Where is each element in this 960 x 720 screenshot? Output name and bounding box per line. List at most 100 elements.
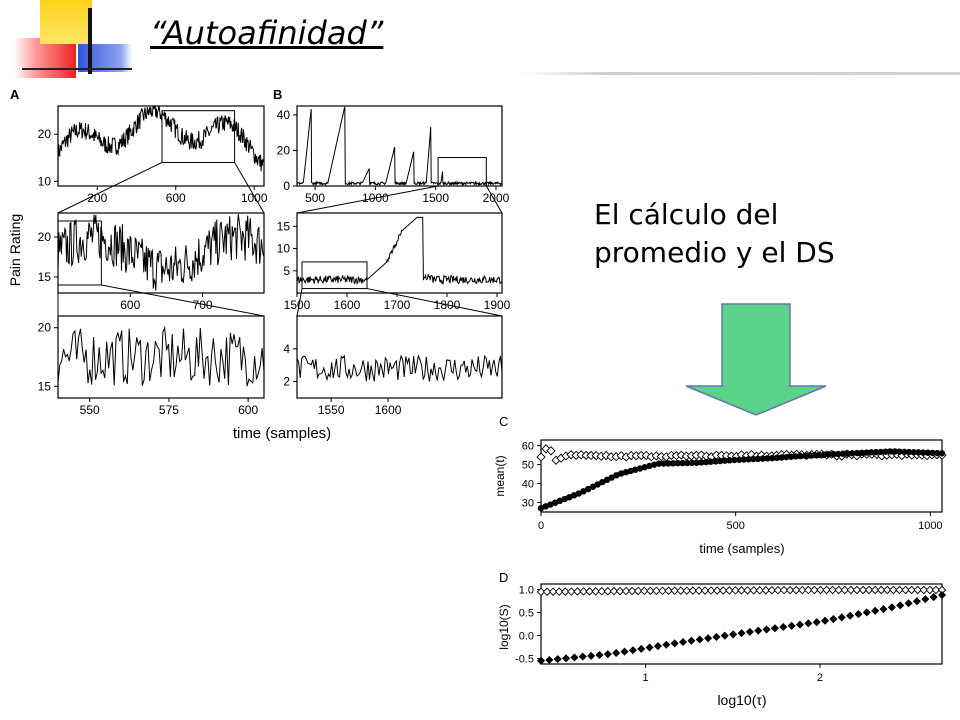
panel-d-open-marker: [706, 586, 716, 595]
panel-d-open-marker: [694, 586, 704, 595]
panel-d-open-marker: [816, 585, 825, 595]
panel-c-filled-marker: [707, 458, 715, 465]
panel-d-open-marker: [725, 586, 734, 595]
panel-d-filled-marker: [787, 621, 796, 630]
panel-a-row3-frame: [57, 315, 265, 399]
panel-b-row2-frame: [296, 212, 503, 294]
panel-c-xtick-label: 500: [726, 520, 744, 532]
panel-d-open-marker: [573, 587, 582, 596]
panel-d-open-marker: [846, 585, 856, 595]
panel-d-open-marker: [925, 585, 935, 595]
panel-d-open-marker: [828, 585, 837, 595]
panel-d-open-marker: [810, 585, 819, 595]
panel-d-ytick-label: 1.0: [519, 585, 534, 597]
panel-b-row3-trace: [296, 353, 503, 382]
panel-label-a: A: [10, 87, 20, 102]
panel-c-filled-marker: [665, 460, 672, 467]
panel-d-filled-marker: [829, 615, 838, 624]
panel-d-frame: [540, 583, 943, 665]
panel-d-xtick-label: 1: [643, 672, 649, 684]
deco-blue-block: [78, 44, 132, 72]
panel-d-open-marker: [870, 585, 880, 595]
panel-d-filled-marker: [720, 631, 729, 640]
panel-d-open-marker: [864, 585, 874, 595]
panel-d-open-marker: [731, 586, 740, 595]
deco-vertical-line: [88, 8, 92, 74]
panel-d-open-marker: [822, 585, 831, 595]
panel-d-filled-marker: [620, 647, 629, 656]
panel-c-filled-marker: [750, 455, 757, 463]
panel-a-row1-xtick-label: 1000: [241, 191, 268, 205]
panel-b-row2-xtick-label: 1500: [284, 298, 311, 312]
panel-c-filled-marker: [910, 449, 917, 456]
panel-d-filled-marker: [729, 630, 738, 639]
panel-c-ytick-label: 40: [522, 479, 534, 491]
panel-c-filled-marker: [698, 459, 705, 466]
panel-a-row1-trace: [57, 106, 265, 172]
panel-c-filled-marker: [717, 457, 724, 465]
panel-d-open-marker: [919, 585, 929, 595]
panel-d-open-marker: [791, 585, 801, 595]
panel-d-filled-marker: [553, 655, 562, 664]
panel-c-filled-marker: [934, 449, 941, 457]
panel-d-filled-marker: [846, 611, 855, 620]
panel-d-open-marker: [554, 587, 564, 596]
panel-d-open-marker: [877, 585, 886, 595]
panel-d-open-marker: [640, 586, 649, 596]
down-arrow: [685, 303, 827, 416]
panel-d-filled-marker: [612, 648, 621, 658]
panel-d-filled-marker: [628, 646, 637, 655]
panel-c-filled-marker: [778, 454, 785, 461]
panel-a-row1-xtick-label: 200: [87, 191, 107, 205]
panel-d-open-marker: [567, 587, 576, 596]
panel-d-open-marker: [901, 585, 910, 595]
panel-d-label: D: [499, 570, 508, 585]
panel-d-filled-marker: [754, 626, 763, 635]
panel-d-open-marker: [603, 586, 613, 596]
panel-c-filled-marker: [896, 448, 903, 455]
panel-d-open-marker: [755, 586, 764, 595]
panel-d-open-marker: [743, 586, 752, 595]
panel-b-row1-trace: [296, 106, 503, 187]
panel-c-filled-marker: [764, 455, 771, 462]
panel-d-open-marker: [682, 586, 692, 595]
panel-d-filled-marker: [862, 608, 871, 617]
panel-c-filled-marker: [891, 448, 899, 455]
panel-c-filled-marker: [835, 450, 842, 458]
panel-c-filled-marker: [811, 451, 818, 459]
callout-line-1: El cálculo del: [594, 198, 779, 231]
panel-d-filled-marker: [645, 643, 654, 652]
panel-c-filled-marker: [745, 456, 752, 463]
panel-d-filled-marker: [921, 595, 930, 604]
panel-d-open-marker: [700, 586, 710, 595]
panel-c-ylabel: mean(t): [493, 455, 507, 496]
panel-b-row1-ytick-label: 40: [277, 108, 291, 122]
panel-c-ytick-label: 50: [522, 460, 534, 472]
panel-a-row1-frame: [57, 105, 265, 187]
panel-d-filled-marker: [929, 593, 938, 602]
panel-d-open-marker: [834, 585, 843, 595]
panel-d-open-marker: [597, 587, 606, 596]
panel-d-filled-marker: [678, 637, 688, 647]
panel-c-filled-marker: [669, 460, 677, 467]
panel-c-xtick-label: 1000: [918, 520, 942, 532]
panel-c-filled-marker: [905, 448, 913, 456]
panel-c-filled-marker: [735, 456, 743, 463]
panel-b-zoom-line: [296, 185, 439, 214]
panel-c-filled-marker: [787, 453, 795, 460]
panel-d-filled-marker: [904, 599, 913, 608]
panel-d-open-marker: [615, 586, 625, 596]
panel-c-filled-marker: [816, 451, 823, 459]
panel-a-row3-trace: [57, 325, 265, 387]
panel-c-filled-marker: [872, 448, 880, 456]
panel-d-open-marker: [840, 585, 850, 595]
panel-c-ytick-label: 30: [522, 498, 534, 510]
panel-c-filled-marker: [801, 452, 809, 459]
panel-c-filled-marker: [877, 448, 884, 456]
panel-d-open-marker: [646, 586, 655, 596]
panel-b-row1-frame: [296, 105, 503, 187]
panel-c-filled-marker: [853, 449, 861, 457]
panel-d-open-marker: [676, 586, 685, 595]
panel-c-filled-marker: [849, 450, 856, 457]
